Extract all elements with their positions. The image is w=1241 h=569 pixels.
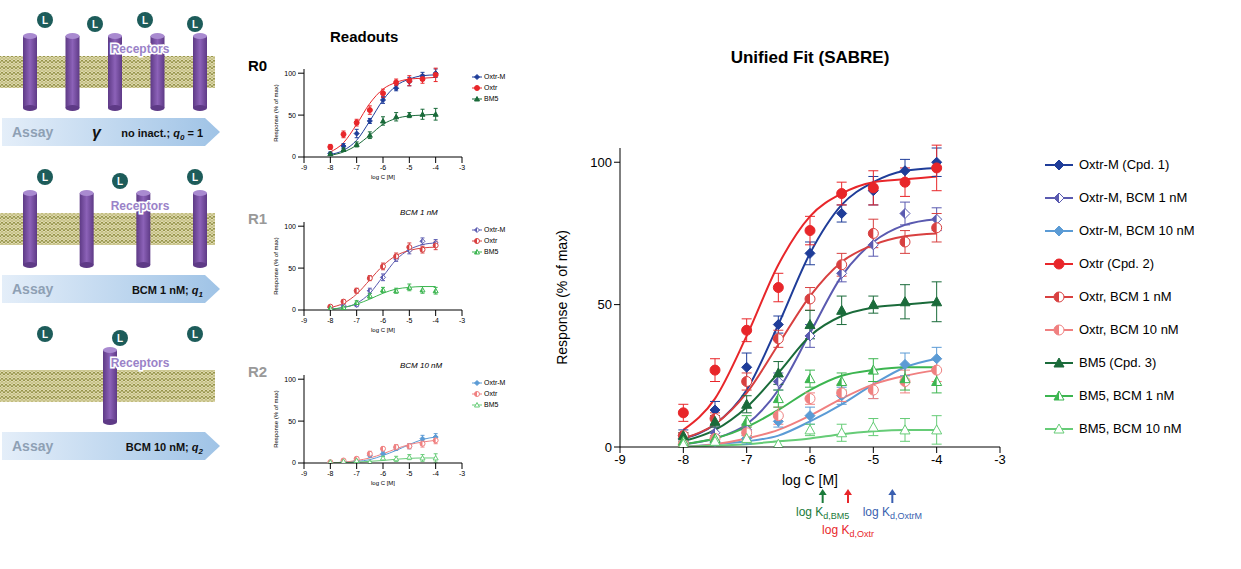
html-text:Oxtr, BCM 1 nM: Oxtr, BCM 1 nM bbox=[1079, 289, 1172, 304]
html-text:BM5: BM5 bbox=[484, 248, 499, 255]
svg-text:L: L bbox=[117, 333, 123, 344]
html-text:Oxtr (Cpd. 2): Oxtr (Cpd. 2) bbox=[1079, 256, 1155, 271]
svg-text:Assay: Assay bbox=[12, 438, 53, 454]
svg-text:0: 0 bbox=[605, 440, 612, 455]
html-text:Oxtr: Oxtr bbox=[484, 84, 498, 91]
svg-text:0: 0 bbox=[292, 459, 296, 466]
svg-text:-3: -3 bbox=[459, 317, 465, 324]
html-text:BM5: BM5 bbox=[484, 95, 499, 102]
svg-text:L: L bbox=[142, 15, 148, 26]
html-text:R1: R1 bbox=[248, 210, 268, 227]
svg-text:Response (% of max): Response (% of max) bbox=[554, 230, 570, 365]
svg-text:-7: -7 bbox=[741, 452, 753, 467]
svg-text:-7: -7 bbox=[354, 317, 360, 324]
svg-text:50: 50 bbox=[288, 112, 296, 119]
html-text:Oxtr, BCM 10 nM: Oxtr, BCM 10 nM bbox=[1079, 322, 1179, 337]
svg-text:-6: -6 bbox=[380, 317, 386, 324]
svg-text:-8: -8 bbox=[678, 452, 690, 467]
svg-text:L: L bbox=[92, 19, 98, 30]
html-text:Oxtr-M: Oxtr-M bbox=[484, 226, 506, 233]
svg-text:-7: -7 bbox=[354, 470, 360, 477]
html-text:Oxtr-M, BCM 1 nM: Oxtr-M, BCM 1 nM bbox=[1079, 190, 1188, 205]
svg-text:-9: -9 bbox=[301, 317, 307, 324]
svg-text:-4: -4 bbox=[931, 452, 943, 467]
svg-text:-9: -9 bbox=[614, 452, 626, 467]
html-text:R2: R2 bbox=[248, 363, 268, 380]
svg-text:log C [M]: log C [M] bbox=[371, 327, 395, 333]
svg-text:Response (% of max): Response (% of max) bbox=[273, 390, 279, 448]
html-text:log Kd,OxtrM: log Kd,OxtrM bbox=[862, 505, 922, 522]
svg-text:log C [M]: log C [M] bbox=[782, 472, 838, 488]
svg-text:100: 100 bbox=[284, 376, 296, 383]
svg-text:-9: -9 bbox=[301, 164, 307, 171]
html-text:R0: R0 bbox=[248, 57, 268, 74]
svg-text:L: L bbox=[117, 176, 123, 187]
svg-text:γ: γ bbox=[92, 124, 102, 141]
svg-text:-8: -8 bbox=[327, 470, 333, 477]
svg-text:BCM 1 nM; q1: BCM 1 nM; q1 bbox=[132, 284, 204, 299]
html-text:BM5, BCM 1 nM: BM5, BCM 1 nM bbox=[1079, 388, 1175, 403]
svg-text:-3: -3 bbox=[994, 452, 1006, 467]
html-text:Oxtr-M, BCM 10 nM: Oxtr-M, BCM 10 nM bbox=[1079, 223, 1195, 238]
svg-text:50: 50 bbox=[288, 265, 296, 272]
html-text:Oxtr: Oxtr bbox=[484, 237, 498, 244]
svg-text:-5: -5 bbox=[406, 470, 412, 477]
svg-text:Response (% of max): Response (% of max) bbox=[273, 84, 279, 142]
svg-text:-6: -6 bbox=[380, 164, 386, 171]
html-text:Oxtr-M (Cpd. 1): Oxtr-M (Cpd. 1) bbox=[1079, 157, 1170, 172]
svg-text:L: L bbox=[42, 329, 48, 340]
svg-text:-4: -4 bbox=[433, 164, 439, 171]
svg-text:-6: -6 bbox=[380, 470, 386, 477]
svg-text:-6: -6 bbox=[804, 452, 816, 467]
svg-text:no inact.; q0 = 1: no inact.; q0 = 1 bbox=[121, 127, 203, 142]
html-text:Unified Fit (SABRE): Unified Fit (SABRE) bbox=[730, 48, 890, 67]
svg-text:-5: -5 bbox=[868, 452, 880, 467]
svg-text:Receptors: Receptors bbox=[111, 199, 170, 213]
html-text:Oxtr-M: Oxtr-M bbox=[484, 379, 506, 386]
svg-text:Response (% of max): Response (% of max) bbox=[273, 237, 279, 295]
svg-text:-8: -8 bbox=[327, 317, 333, 324]
html-text:log Kd,BM5: log Kd,BM5 bbox=[796, 505, 850, 522]
svg-text:0: 0 bbox=[292, 306, 296, 313]
svg-text:Receptors: Receptors bbox=[111, 356, 170, 370]
svg-text:0: 0 bbox=[292, 153, 296, 160]
svg-text:-5: -5 bbox=[406, 317, 412, 324]
svg-text:-4: -4 bbox=[433, 470, 439, 477]
svg-text:-8: -8 bbox=[327, 164, 333, 171]
html-text:BM5 (Cpd. 3): BM5 (Cpd. 3) bbox=[1079, 355, 1157, 370]
svg-text:-4: -4 bbox=[433, 317, 439, 324]
svg-text:100: 100 bbox=[284, 223, 296, 230]
svg-text:Assay: Assay bbox=[12, 281, 53, 297]
svg-text:100: 100 bbox=[590, 155, 612, 170]
svg-text:L: L bbox=[192, 19, 198, 30]
svg-text:-7: -7 bbox=[354, 164, 360, 171]
html-text:BCM 1 nM: BCM 1 nM bbox=[400, 208, 438, 217]
svg-text:50: 50 bbox=[598, 297, 612, 312]
svg-text:Receptors: Receptors bbox=[111, 42, 170, 56]
html-text:BM5, BCM 10 nM: BM5, BCM 10 nM bbox=[1079, 421, 1182, 436]
svg-text:log C [M]: log C [M] bbox=[371, 174, 395, 180]
html-text:BCM 10 nM: BCM 10 nM bbox=[400, 361, 443, 370]
svg-text:100: 100 bbox=[284, 70, 296, 77]
html-text:Oxtr-M: Oxtr-M bbox=[484, 73, 506, 80]
svg-text:L: L bbox=[192, 329, 198, 340]
svg-text:L: L bbox=[42, 15, 48, 26]
html-text:log Kd,Oxtr: log Kd,Oxtr bbox=[822, 523, 874, 540]
svg-text:Assay: Assay bbox=[12, 124, 53, 140]
html-text:Readouts: Readouts bbox=[330, 28, 399, 45]
svg-text:-9: -9 bbox=[301, 470, 307, 477]
svg-text:-5: -5 bbox=[406, 164, 412, 171]
svg-text:-3: -3 bbox=[459, 164, 465, 171]
svg-text:-3: -3 bbox=[459, 470, 465, 477]
svg-text:BCM 10 nM; q2: BCM 10 nM; q2 bbox=[126, 441, 204, 456]
html-text:BM5: BM5 bbox=[484, 401, 499, 408]
html-text:Oxtr: Oxtr bbox=[484, 390, 498, 397]
svg-text:L: L bbox=[42, 172, 48, 183]
svg-text:log C [M]: log C [M] bbox=[371, 480, 395, 486]
svg-text:L: L bbox=[192, 172, 198, 183]
svg-text:50: 50 bbox=[288, 418, 296, 425]
